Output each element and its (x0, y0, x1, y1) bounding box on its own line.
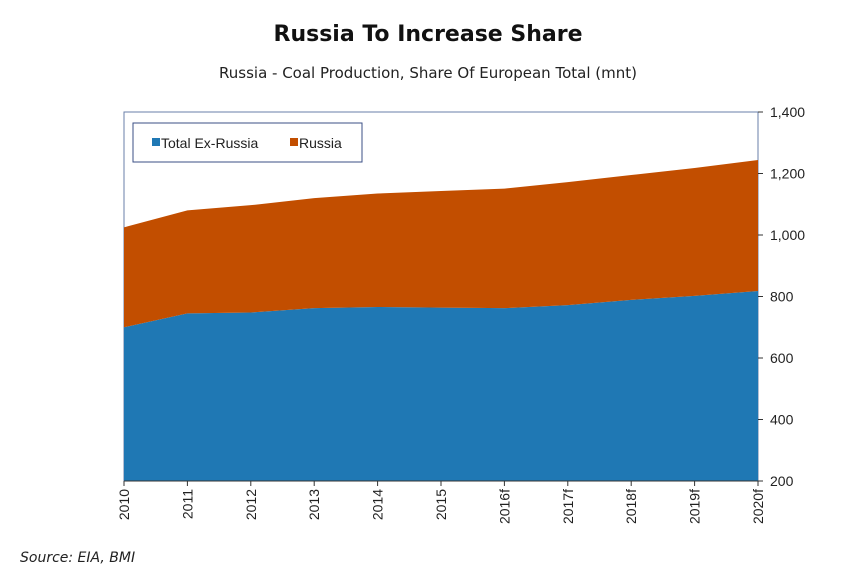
source-note: Source: EIA, BMI (20, 550, 136, 566)
y-tick-label: 200 (770, 473, 794, 489)
chart-subtitle: Russia - Coal Production, Share Of Europ… (219, 64, 637, 82)
x-tick-label: 2014 (370, 489, 386, 520)
y-tick-label: 1,200 (770, 166, 805, 182)
x-tick-label: 2020f (750, 489, 766, 524)
legend-label: Total Ex-Russia (161, 135, 258, 151)
chart-title: Russia To Increase Share (273, 22, 583, 47)
area-russia (124, 159, 758, 328)
area-total-ex-russia (124, 290, 758, 481)
y-tick-label: 1,400 (770, 104, 805, 120)
x-tick-label: 2015 (433, 489, 449, 520)
legend (132, 122, 363, 163)
x-tick-label: 2012 (243, 489, 259, 520)
legend-swatch (290, 138, 298, 146)
x-tick-label: 2018f (623, 489, 639, 524)
x-tick-label: 2010 (116, 489, 132, 520)
legend-swatch (152, 138, 160, 146)
y-tick-label: 400 (770, 412, 794, 428)
legend-label: Russia (299, 135, 342, 151)
y-tick-label: 600 (770, 350, 794, 366)
y-tick-label: 1,000 (770, 227, 805, 243)
x-tick-label: 2019f (687, 489, 703, 524)
x-tick-label: 2016f (496, 489, 512, 524)
x-tick-label: 2017f (560, 489, 576, 524)
y-tick-label: 800 (770, 289, 794, 305)
x-tick-label: 2013 (306, 489, 322, 520)
x-tick-label: 2011 (179, 489, 195, 519)
